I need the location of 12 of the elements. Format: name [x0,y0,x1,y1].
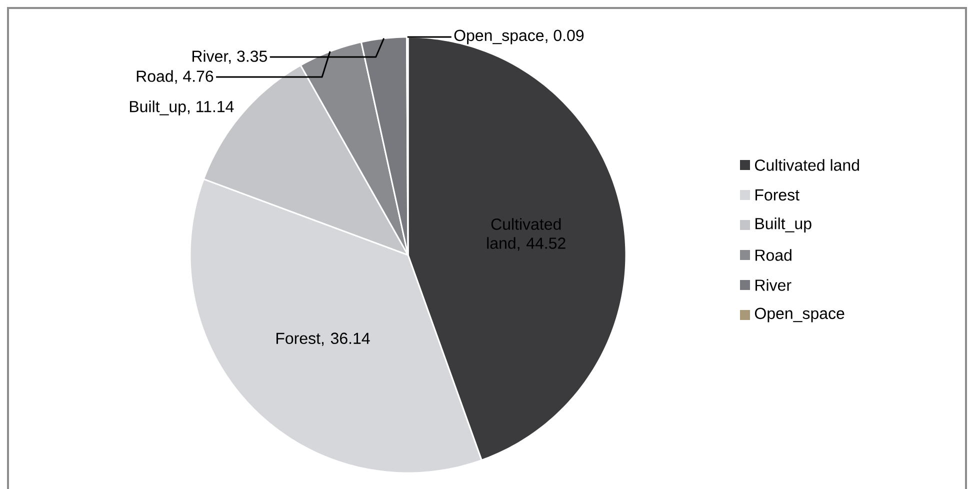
legend-label: River [756,279,792,291]
data-label: Forest, 36.14 [276,332,370,346]
legend-label: Built_up [756,218,812,232]
legend-label: Forest [756,189,800,201]
data-label: Road, 4.76 [136,70,214,84]
data-label: Built_up, 11.14 [130,100,234,116]
legend-label: Cultivated land [755,159,859,171]
data-label: Open_space, 0.09 [454,30,584,44]
legend-label: Open_space [754,308,844,322]
legend-label: Road [756,249,792,261]
data-label: Cultivated land, 44.52 [487,218,566,251]
data-label: River, 3.35 [192,50,267,64]
